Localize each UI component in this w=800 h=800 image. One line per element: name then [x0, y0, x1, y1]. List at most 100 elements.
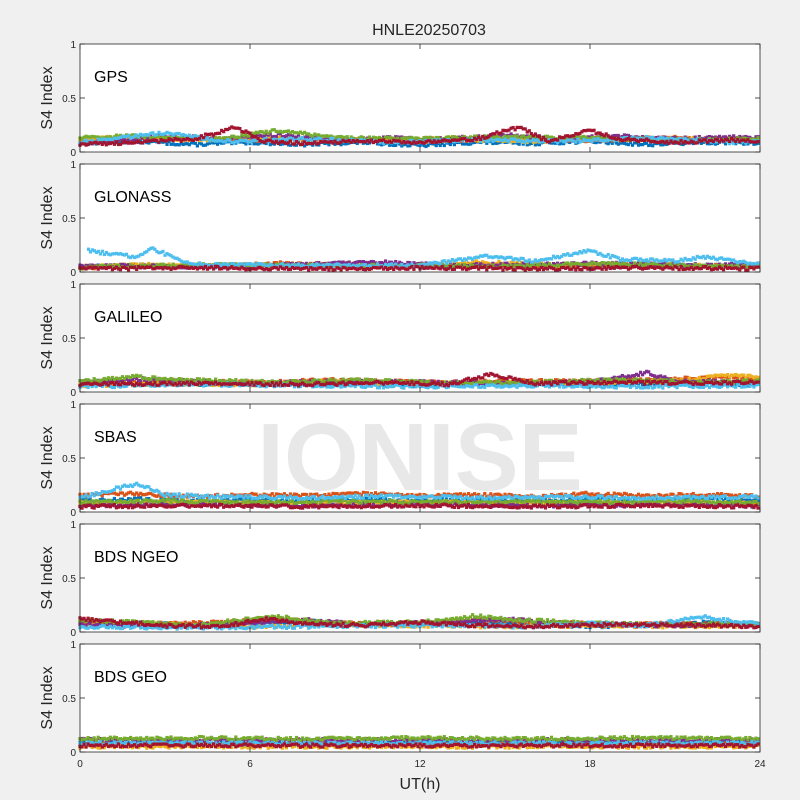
data-point	[133, 138, 137, 142]
data-point	[102, 137, 106, 141]
panel-label: GPS	[94, 69, 128, 86]
data-point	[598, 138, 602, 143]
data-point	[715, 140, 720, 144]
data-point	[742, 142, 746, 146]
data-point	[163, 136, 167, 140]
data-point	[408, 136, 412, 140]
data-point	[515, 134, 519, 138]
data-point	[345, 136, 349, 140]
data-point	[307, 139, 311, 143]
data-point	[412, 137, 416, 141]
data-point	[280, 135, 284, 139]
data-point	[288, 136, 293, 140]
data-point	[539, 140, 544, 144]
data-point	[270, 138, 274, 142]
data-point	[343, 142, 347, 146]
data-point	[104, 141, 108, 145]
data-point	[721, 268, 726, 272]
data-point	[588, 138, 592, 142]
data-point	[373, 137, 378, 142]
data-point	[341, 135, 345, 139]
data-point	[96, 137, 100, 141]
data-point	[244, 142, 248, 146]
data-point	[284, 134, 289, 138]
data-point	[133, 136, 137, 140]
data-point	[262, 137, 266, 141]
data-point	[272, 134, 276, 139]
data-point	[106, 137, 110, 141]
data-point	[187, 138, 191, 142]
data-point	[584, 139, 588, 143]
data-point	[222, 140, 226, 144]
data-point	[628, 135, 633, 139]
data-point	[301, 136, 305, 140]
data-point	[183, 135, 187, 140]
data-point	[414, 136, 418, 140]
data-point	[114, 138, 119, 142]
data-point	[82, 142, 86, 146]
data-point	[118, 142, 123, 146]
data-point	[171, 133, 175, 137]
series-6	[78, 125, 760, 147]
data-point	[533, 138, 537, 143]
data-point	[167, 131, 171, 135]
data-point	[329, 136, 333, 141]
data-point	[487, 139, 491, 143]
data-point	[258, 133, 262, 137]
data-point	[554, 141, 558, 145]
data-point	[416, 136, 420, 140]
data-point	[677, 136, 681, 141]
data-point	[495, 134, 499, 138]
data-point	[252, 132, 256, 136]
data-point	[588, 135, 592, 139]
data-point	[580, 135, 584, 139]
data-point	[373, 136, 378, 140]
data-point	[521, 142, 525, 146]
data-point	[104, 143, 108, 147]
data-point	[551, 136, 556, 140]
data-point	[576, 137, 580, 141]
data-point	[485, 139, 489, 143]
data-point	[339, 134, 343, 139]
data-point	[643, 137, 647, 141]
data-point	[181, 142, 185, 146]
data-point	[711, 136, 716, 140]
data-point	[248, 141, 252, 146]
data-point	[535, 138, 539, 142]
data-point	[420, 138, 424, 143]
data-point	[290, 134, 295, 138]
data-point	[667, 138, 671, 142]
data-point	[497, 135, 501, 139]
data-point	[278, 129, 282, 133]
data-point	[189, 135, 193, 139]
data-point	[248, 137, 252, 141]
data-point	[250, 136, 254, 140]
data-point	[479, 139, 483, 144]
data-point	[525, 136, 529, 140]
data-point	[282, 134, 286, 139]
data-point	[187, 143, 191, 147]
data-point	[191, 141, 195, 145]
data-point	[129, 141, 133, 145]
data-point	[754, 135, 758, 139]
data-point	[254, 141, 258, 146]
data-point	[636, 143, 641, 147]
data-point	[131, 133, 135, 137]
data-point	[736, 140, 740, 145]
data-point	[592, 137, 596, 141]
data-point	[590, 135, 594, 140]
data-point	[230, 140, 234, 145]
data-point	[335, 135, 339, 139]
data-point	[620, 135, 624, 139]
data-point	[485, 141, 489, 145]
data-point	[258, 141, 262, 145]
data-point	[286, 129, 291, 133]
data-point	[274, 134, 278, 139]
data-point	[199, 142, 204, 146]
data-point	[454, 135, 459, 139]
data-point	[171, 139, 175, 143]
data-point	[216, 139, 220, 143]
data-point	[525, 143, 529, 147]
data-point	[697, 136, 701, 140]
data-point	[303, 138, 307, 142]
